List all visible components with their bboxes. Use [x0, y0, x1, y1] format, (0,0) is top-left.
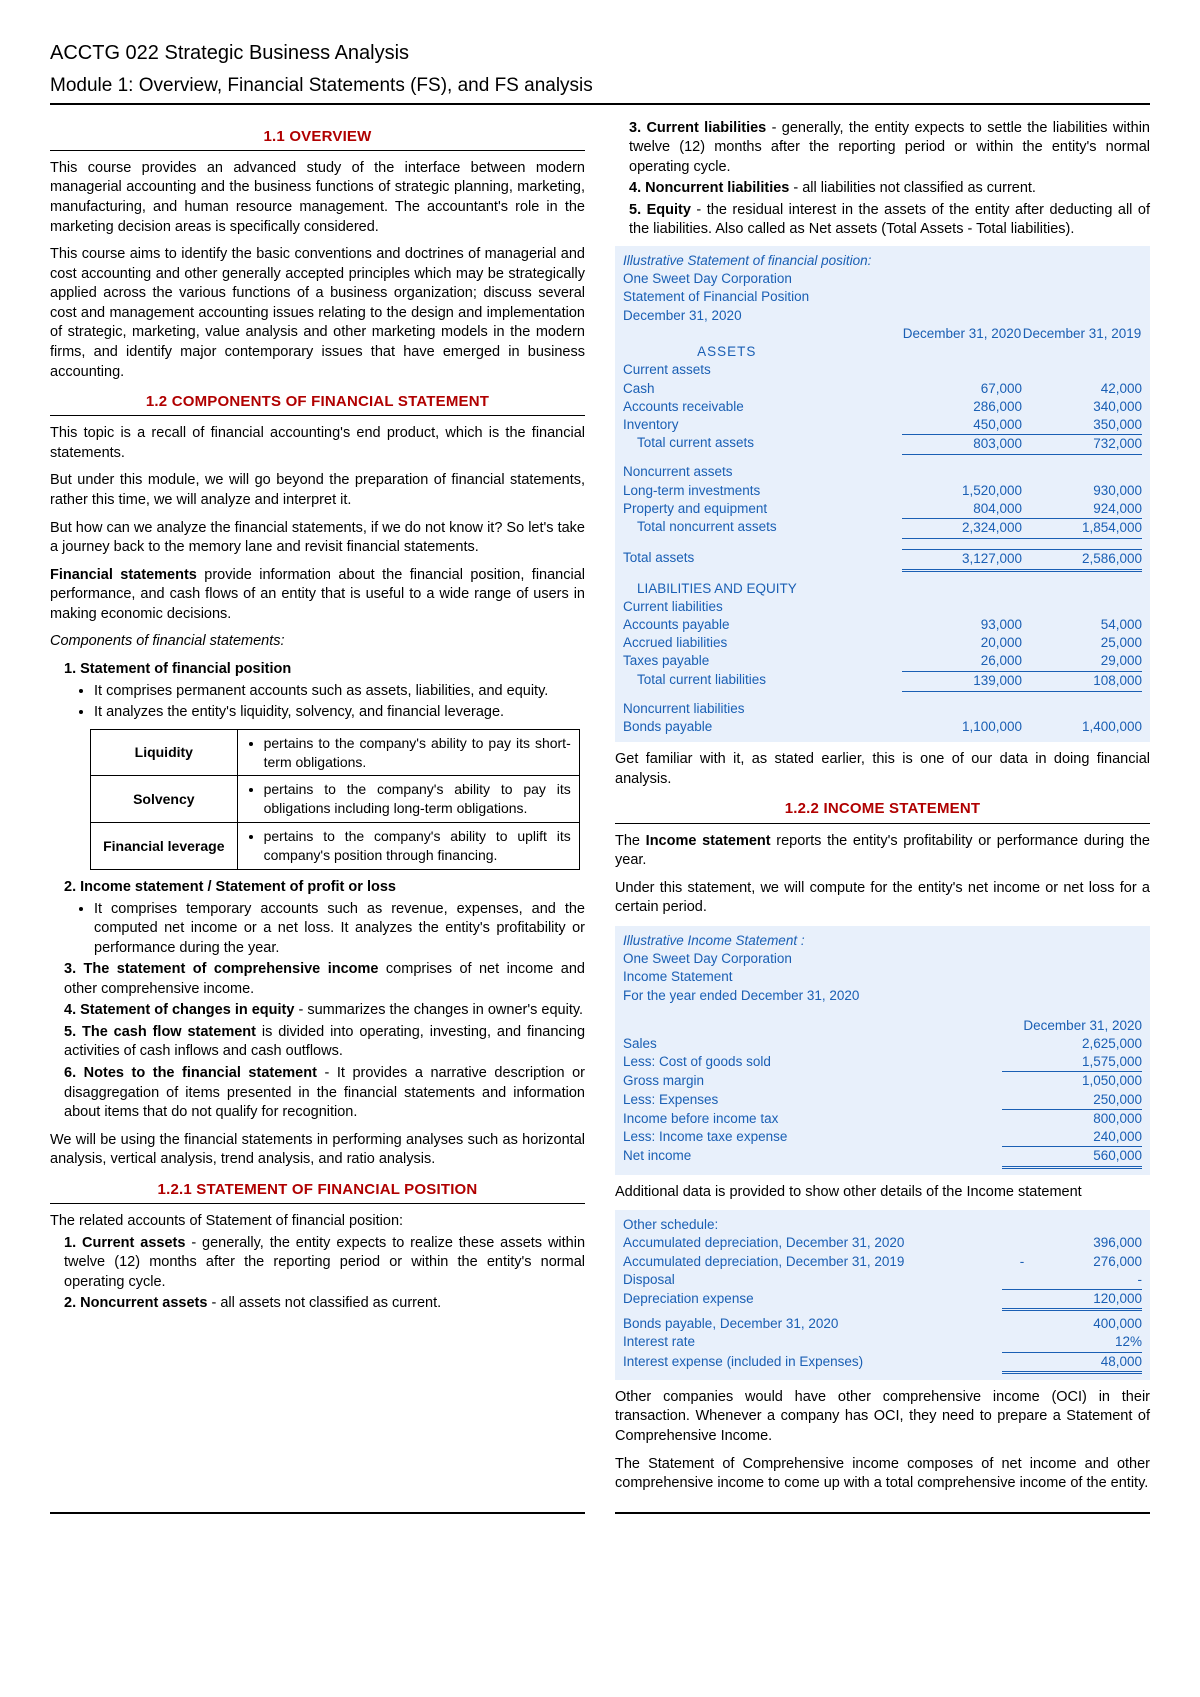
sfp-col-headers: December 31, 2020December 31, 2019	[623, 325, 1142, 343]
acc-noncurrent-liab: 4. Noncurrent liabilities - all liabilit…	[629, 179, 1150, 199]
s12-p1: This topic is a recall of financial acco…	[50, 424, 585, 463]
comp-1: 1. Statement of financial position It co…	[64, 660, 585, 870]
sched-row-3: Disposal-	[623, 1271, 1142, 1290]
sfp-row-ar: Accounts receivable286,000340,000	[623, 398, 1142, 416]
sfp-ca-label: Current assets	[623, 361, 1142, 379]
def-liquidity: pertains to the company's ability to pay…	[264, 734, 571, 772]
is-p1: The Income statement reports the entity'…	[615, 832, 1150, 871]
sfp-row-tcl: Total current liabilities139,000108,000	[623, 671, 1142, 692]
comp-3: 3. The statement of comprehensive income…	[64, 960, 585, 999]
heading-1-1: 1.1 OVERVIEW	[50, 127, 585, 151]
sched-row-2: Accumulated depreciation, December 31, 2…	[623, 1253, 1142, 1271]
sfp-accounts-list-cont: 3. Current liabilities - generally, the …	[615, 119, 1150, 240]
sfp-lead: The related accounts of Statement of fin…	[50, 1212, 585, 1232]
two-column-layout: 1.1 OVERVIEW This course provides an adv…	[50, 117, 1150, 1502]
table-row: Financial leverage pertains to the compa…	[91, 823, 580, 870]
sfp-row-ppe: Property and equipment804,000924,000	[623, 500, 1142, 518]
sfp-assets-hdr: ASSETS	[623, 343, 831, 361]
sfp-stmt-name: Statement of Financial Position	[623, 288, 1142, 306]
oci-p2: The Statement of Comprehensive income co…	[615, 1455, 1150, 1494]
is-row-ni: Net income560,000	[623, 1147, 1142, 1168]
term-liquidity: Liquidity	[91, 729, 238, 776]
components-label: Components of financial statements:	[50, 632, 585, 652]
other-schedule: Other schedule: Accumulated depreciation…	[615, 1210, 1150, 1380]
acc-current-liab: 3. Current liabilities - generally, the …	[629, 119, 1150, 178]
sfp-date: December 31, 2020	[623, 307, 1142, 325]
sfp-row-inv: Inventory450,000350,000	[623, 416, 1142, 434]
table-row: Solvency pertains to the company's abili…	[91, 776, 580, 823]
module-title: Module 1: Overview, Financial Statements…	[50, 73, 1150, 105]
comp-5: 5. The cash flow statement is divided in…	[64, 1023, 585, 1062]
is-row-ibt: Income before income tax800,000	[623, 1110, 1142, 1128]
overview-p2: This course aims to identify the basic c…	[50, 245, 585, 382]
comp-4: 4. Statement of changes in equity - summ…	[64, 1001, 585, 1021]
is-row-sales: Sales2,625,000	[623, 1035, 1142, 1053]
sfp-row-ap: Accounts payable93,00054,000	[623, 616, 1142, 634]
sfp-company: One Sweet Day Corporation	[623, 270, 1142, 288]
term-solvency: Solvency	[91, 776, 238, 823]
term-leverage: Financial leverage	[91, 823, 238, 870]
heading-1-2: 1.2 COMPONENTS OF FINANCIAL STATEMENT	[50, 392, 585, 416]
overview-p1: This course provides an advanced study o…	[50, 159, 585, 237]
additional-data-p: Additional data is provided to show othe…	[615, 1183, 1150, 1203]
comp-1-bullet-2: It analyzes the entity's liquidity, solv…	[94, 703, 585, 723]
sched-row-5: Bonds payable, December 31, 2020400,000	[623, 1315, 1142, 1333]
is-row-exp: Less: Expenses250,000	[623, 1091, 1142, 1110]
is-row-gm: Gross margin1,050,000	[623, 1072, 1142, 1090]
sfp-row-bp: Bonds payable1,100,0001,400,000	[623, 718, 1142, 736]
sfp-row-lti: Long-term investments1,520,000930,000	[623, 482, 1142, 500]
heading-1-2-2: 1.2.2 INCOME STATEMENT	[615, 799, 1150, 823]
left-column: 1.1 OVERVIEW This course provides an adv…	[50, 117, 585, 1502]
comp-6: 6. Notes to the financial statement - It…	[64, 1064, 585, 1123]
comp-1-bullet-1: It comprises permanent accounts such as …	[94, 682, 585, 702]
sfp-illustrative: Illustrative Statement of financial posi…	[615, 246, 1150, 742]
sfp-ncl-label: Noncurrent liabilities	[623, 700, 1142, 718]
is-illustrative: Illustrative Income Statement : One Swee…	[615, 926, 1150, 1175]
definitions-table: Liquidity pertains to the company's abil…	[90, 729, 580, 870]
course-title: ACCTG 022 Strategic Business Analysis	[50, 40, 1150, 67]
acc-noncurrent-assets: 2. Noncurrent assets - all assets not cl…	[64, 1294, 585, 1314]
comp-2: 2. Income statement / Statement of profi…	[64, 878, 585, 958]
comp-2-bullet: It comprises temporary accounts such as …	[94, 900, 585, 959]
right-column: 3. Current liabilities - generally, the …	[615, 117, 1150, 1502]
is-stmt-name: Income Statement	[623, 968, 1142, 986]
heading-1-2-1: 1.2.1 STATEMENT OF FINANCIAL POSITION	[50, 1180, 585, 1204]
s12-p2: But under this module, we will go beyond…	[50, 471, 585, 510]
sfp-cl-label: Current liabilities	[623, 598, 1142, 616]
sched-row-4: Depreciation expense120,000	[623, 1290, 1142, 1311]
sfp-accounts-list: 1. Current assets - generally, the entit…	[50, 1234, 585, 1314]
after-sfp-text: Get familiar with it, as stated earlier,…	[615, 750, 1150, 789]
is-row-ite: Less: Income taxe expense240,000	[623, 1128, 1142, 1147]
sfp-row-tnca: Total noncurrent assets2,324,0001,854,00…	[623, 518, 1142, 539]
is-company: One Sweet Day Corporation	[623, 950, 1142, 968]
table-row: Liquidity pertains to the company's abil…	[91, 729, 580, 776]
components-list: 1. Statement of financial position It co…	[50, 660, 585, 1123]
s12-p3: But how can we analyze the financial sta…	[50, 519, 585, 558]
sfp-row-al: Accrued liabilities20,00025,000	[623, 634, 1142, 652]
oci-p1: Other companies would have other compreh…	[615, 1388, 1150, 1447]
sched-row-1: Accumulated depreciation, December 31, 2…	[623, 1234, 1142, 1252]
sfp-row-cash: Cash67,00042,000	[623, 380, 1142, 398]
is-row-cogs: Less: Cost of goods sold1,575,000	[623, 1053, 1142, 1072]
def-leverage: pertains to the company's ability to upl…	[264, 827, 571, 865]
sfp-row-tca: Total current assets803,000732,000	[623, 434, 1142, 455]
acc-equity: 5. Equity - the residual interest in the…	[629, 201, 1150, 240]
acc-current-assets: 1. Current assets - generally, the entit…	[64, 1234, 585, 1293]
sfp-row-ta: Total assets3,127,0002,586,000	[623, 549, 1142, 571]
sfp-nca-label: Noncurrent assets	[623, 463, 1142, 481]
is-ill-title: Illustrative Income Statement :	[623, 932, 1142, 950]
sfp-row-tp: Taxes payable26,00029,000	[623, 652, 1142, 670]
page-footer-rule	[50, 1502, 1150, 1514]
is-period: For the year ended December 31, 2020	[623, 987, 1142, 1005]
s12-closing: We will be using the financial statement…	[50, 1131, 585, 1170]
sched-row-7: Interest expense (included in Expenses)4…	[623, 1353, 1142, 1374]
is-col-hdr: December 31, 2020	[623, 1017, 1142, 1035]
sched-title: Other schedule:	[623, 1216, 1142, 1234]
fs-definition: Financial statements provide information…	[50, 566, 585, 625]
sched-row-6: Interest rate12%	[623, 1333, 1142, 1352]
def-solvency: pertains to the company's ability to pay…	[264, 780, 571, 818]
sfp-liab-hdr: LIABILITIES AND EQUITY	[623, 580, 1142, 598]
is-p2: Under this statement, we will compute fo…	[615, 879, 1150, 918]
sfp-ill-title: Illustrative Statement of financial posi…	[623, 252, 1142, 270]
